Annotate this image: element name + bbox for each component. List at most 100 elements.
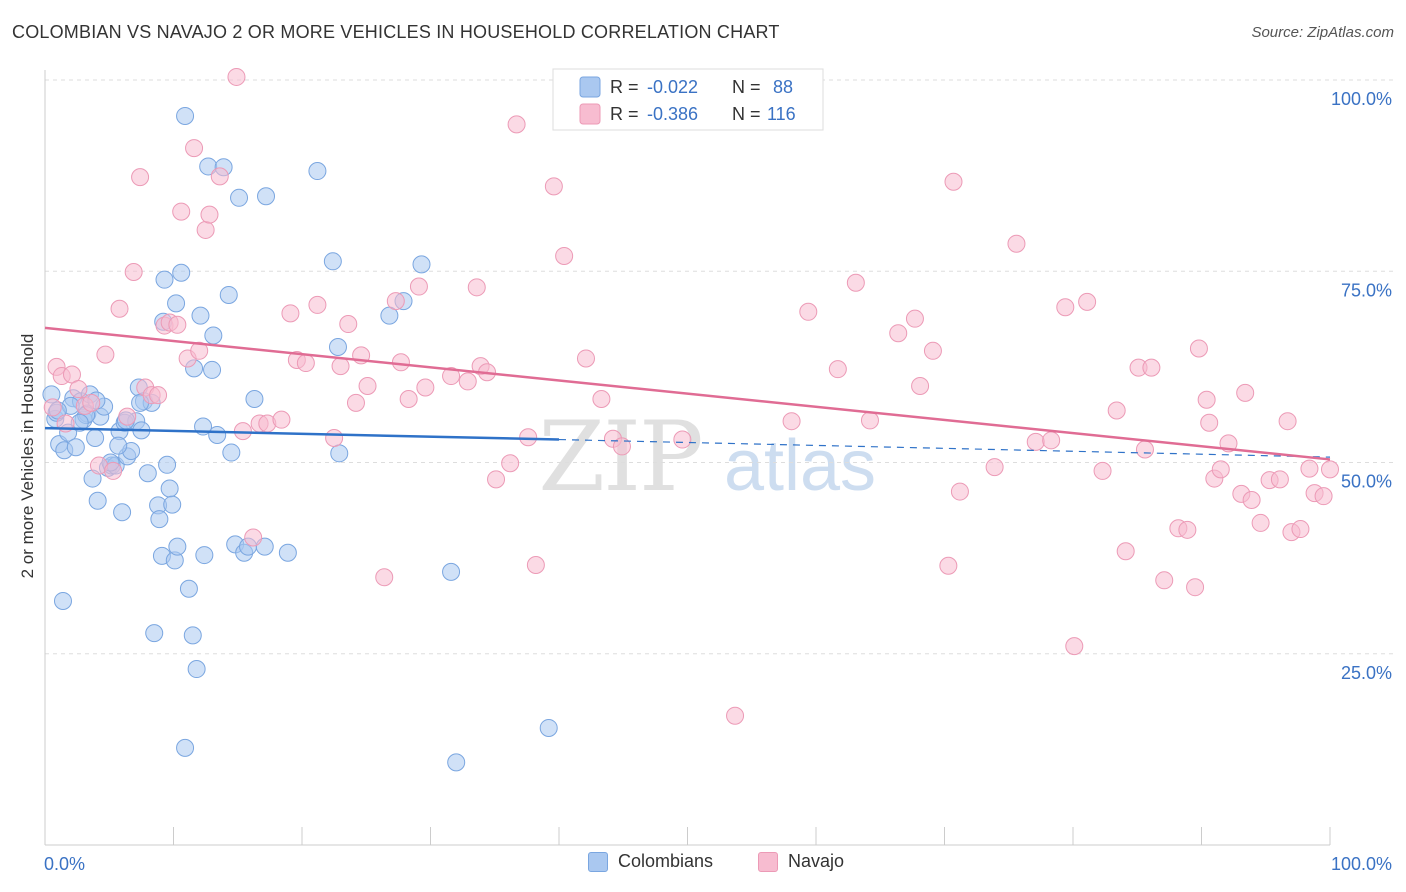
navajo-point-51 [458,372,477,391]
colombians-point-77 [109,436,128,455]
colombians-point-60 [308,162,327,181]
navajo-point-75 [911,377,930,395]
colombians-point-38 [163,495,182,514]
colombians-point-42 [176,106,195,125]
navajo-point-10 [104,461,123,480]
colombians-point-61 [323,252,342,271]
navajo-point-115 [1321,460,1339,479]
navajo-point-59 [526,556,545,575]
navajo-point-34 [281,304,300,323]
navajo-point-68 [782,412,801,431]
legend-n-value-navajo: 116 [767,104,796,124]
colombians-point-59 [278,543,297,562]
navajo-point-65 [612,437,631,456]
navajo-point-74 [905,309,924,328]
legend-item-navajo: Navajo [758,851,844,872]
trend-line-colombians-extension [558,438,1331,458]
navajo-point-96 [1186,578,1205,597]
colombians-point-36 [158,455,177,474]
navajo-point-98 [1197,390,1216,409]
legend-item-colombians: Colombians [588,851,713,872]
y-tick-label-3: 100.0% [1331,89,1392,109]
colombians-point-73 [203,360,222,379]
navajo-point-67 [726,706,745,725]
navajo-point-9 [96,345,115,364]
navajo-point-20 [168,315,187,334]
colombians-point-70 [183,626,202,645]
navajo-point-111 [1291,520,1310,539]
navajo-point-13 [124,263,143,282]
navajo-point-93 [1155,571,1174,590]
colombians-point-32 [145,624,164,643]
legend-n-label-navajo: N = [732,104,761,124]
trend-line-colombians [44,426,560,441]
navajo-point-7 [82,393,101,412]
legend-r-value-colombians: -0.022 [647,77,698,97]
stats-legend: R = -0.022 N = 88 R = -0.386 N = 116 [552,68,824,131]
colombians-point-66 [442,562,461,581]
navajo-point-11 [110,299,129,318]
navajo-point-83 [1042,431,1061,450]
x-tick-label-0: 0.0% [44,854,85,874]
navajo-point-63 [592,390,611,409]
navajo-point-108 [1270,470,1289,489]
navajo-point-55 [487,470,506,489]
navajo-point-99 [1200,413,1219,432]
y-tick-label-1: 50.0% [1341,472,1392,492]
navajo-point-24 [190,341,209,360]
colombians-point-14 [86,429,105,448]
navajo-point-0 [43,398,62,417]
colombians-point-57 [245,390,264,409]
navajo-point-70 [828,360,847,379]
navajo-point-45 [386,292,405,311]
navajo-point-97 [1189,339,1208,358]
gridlines [45,79,1395,655]
navajo-point-30 [244,528,263,547]
navajo-point-52 [467,278,486,297]
navajo-point-61 [555,246,574,265]
navajo-point-41 [346,393,365,412]
navajo-point-69 [799,302,818,321]
chart-source: Source: ZipAtlas.com [1251,24,1394,41]
colombians-point-8 [66,438,85,457]
colombians-point-62 [328,337,347,356]
colombians-point-45 [187,660,206,679]
navajo-point-82 [1026,432,1045,451]
navajo-point-85 [1065,637,1084,656]
navajo-point-26 [200,205,219,224]
colombians-point-49 [204,326,223,345]
navajo-point-95 [1178,520,1197,539]
trend-lines [44,326,1331,461]
navajo-point-38 [325,429,344,448]
legend-label-colombians: Colombians [618,851,714,871]
y-tick-label-0: 25.0% [1341,663,1392,683]
navajo-point-56 [501,454,520,473]
navajo-point-101 [1211,460,1230,479]
navajo-point-112 [1300,459,1319,478]
colombians-point-41 [172,263,191,282]
colombians-point-67 [539,718,558,737]
legend-swatch-colombians [579,76,601,98]
navajo-point-106 [1251,513,1270,532]
navajo-point-71 [846,273,865,292]
trend-line-navajo [44,326,1331,461]
navajo-point-58 [519,428,538,447]
colombians-point-35 [155,270,174,289]
navajo-point-84 [1056,298,1075,317]
navajo-point-47 [399,390,418,409]
legend-marker-navajo [758,851,778,872]
navajo-point-33 [272,410,291,429]
navajo-point-89 [1116,542,1135,561]
navajo-point-36 [296,354,315,373]
navajo-point-91 [1135,440,1154,459]
axes [44,70,1331,846]
y-tick-label-2: 75.0% [1341,280,1392,300]
watermark-atlas: atlas [724,426,876,506]
navajo-point-12 [118,407,137,426]
y-tick-labels: 25.0% 50.0% 75.0% 100.0% [1331,89,1392,683]
navajo-point-46 [391,353,410,372]
colombians-point-55 [230,188,249,207]
y-axis-label: 2 or more Vehicles in Household [18,334,37,579]
navajo-point-104 [1236,383,1255,402]
chart-title: COLOMBIAN VS NAVAJO 2 OR MORE VEHICLES I… [12,22,780,42]
